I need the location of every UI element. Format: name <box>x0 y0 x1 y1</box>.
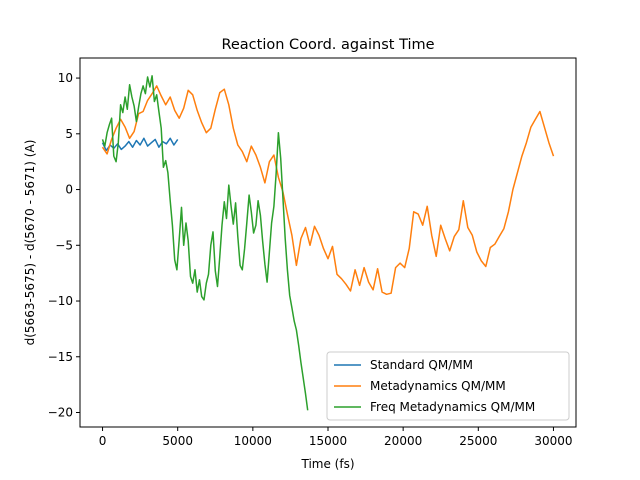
y-tick-label: −10 <box>48 294 73 308</box>
y-axis: −20 −15 −10 −5 0 5 10 <box>48 71 80 420</box>
y-tick-label: 0 <box>65 183 73 197</box>
legend-label: Freq Metadynamics QM/MM <box>370 400 535 414</box>
series-line-3 <box>101 75 309 411</box>
x-tick-label: 5000 <box>162 434 193 448</box>
series-line-2 <box>101 85 555 296</box>
y-tick-label: −15 <box>48 350 73 364</box>
x-axis-label: Time (fs) <box>300 457 354 471</box>
legend-label: Standard QM/MM <box>370 358 473 372</box>
series-layer <box>101 75 555 411</box>
x-axis: 0 5000 10000 15000 20000 25000 30000 <box>99 427 573 448</box>
x-tick-label: 10000 <box>234 434 272 448</box>
legend-label: Metadynamics QM/MM <box>370 379 506 393</box>
legend: Standard QM/MM Metadynamics QM/MM Freq Met… <box>326 351 570 421</box>
y-tick-label: −5 <box>55 238 73 252</box>
legend-box <box>326 351 570 421</box>
x-tick-label: 30000 <box>534 434 572 448</box>
chart-title: Reaction Coord. against Time <box>221 37 434 53</box>
y-tick-label: 5 <box>65 127 73 141</box>
series-line-1 <box>101 137 179 152</box>
x-tick-label: 15000 <box>309 434 347 448</box>
x-tick-label: 25000 <box>459 434 497 448</box>
y-tick-label: −20 <box>48 406 73 420</box>
x-tick-label: 20000 <box>384 434 422 448</box>
y-axis-label: d(5663-5675) - d(5670 - 5671) (A) <box>23 140 37 346</box>
y-tick-label: 10 <box>58 71 73 85</box>
x-tick-label: 0 <box>99 434 107 448</box>
